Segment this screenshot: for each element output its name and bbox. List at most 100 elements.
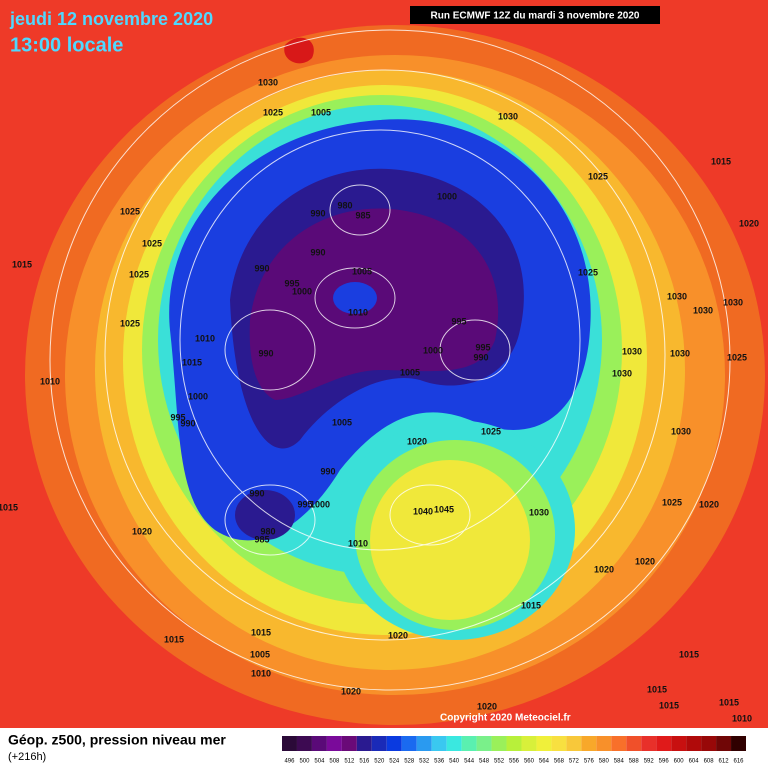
isobar-label: 1025 (578, 267, 598, 277)
isobar-label: 1000 (310, 499, 330, 509)
legend-label: 592 (644, 759, 655, 765)
isobar-label: 1015 (659, 700, 679, 710)
isobar-label: 990 (254, 263, 269, 273)
isobar-label: 1040 (413, 506, 433, 516)
legend-swatch (296, 736, 312, 751)
isobar-label: 1015 (521, 600, 541, 610)
legend-swatch (731, 736, 746, 751)
isobar-label: 1025 (120, 206, 140, 216)
legend-label: 508 (329, 759, 340, 765)
isobars (49, 29, 731, 691)
legend-swatch (341, 736, 357, 751)
legend-swatch (716, 736, 732, 751)
isobar-label: 985 (355, 210, 370, 220)
legend-swatch (521, 736, 537, 751)
isobar-label: 1015 (679, 649, 699, 659)
legend-label: 604 (689, 759, 700, 765)
legend-label: 536 (434, 759, 445, 765)
isobar-label: 1030 (670, 348, 690, 358)
legend-label: 568 (554, 759, 565, 765)
isobar-label: 1030 (612, 368, 632, 378)
legend-swatch (536, 736, 552, 751)
legend-label: 564 (539, 759, 550, 765)
legend-label: 552 (494, 759, 505, 765)
isobar-label: 980 (260, 526, 275, 536)
legend-label: 560 (524, 759, 535, 765)
isobar-label: 1030 (258, 77, 278, 87)
legend: 496 500 504 508 512 516 520 524 528 532 536 540 544 5… (282, 736, 746, 765)
isobar-label: 990 (258, 348, 273, 358)
legend-label: 520 (374, 759, 385, 765)
legend-label: 584 (614, 759, 625, 765)
legend-label: 524 (389, 759, 400, 765)
legend-label: 556 (509, 759, 520, 765)
isobar-label: 995 (170, 412, 185, 422)
isobar-label: 1025 (588, 171, 608, 181)
isobar-label: 1010 (195, 333, 215, 343)
legend-label: 516 (359, 759, 370, 765)
isobar-label: 1025 (142, 238, 162, 248)
legend-swatch (566, 736, 582, 751)
isobar-label: 995 (475, 342, 490, 352)
legend-swatch (431, 736, 447, 751)
legend-label: 528 (404, 759, 415, 765)
isobar-label: 1015 (0, 502, 18, 512)
isobar-label: 1030 (498, 111, 518, 121)
isobar-label: 995 (284, 278, 299, 288)
legend-swatch (641, 736, 657, 751)
isobar-label: 990 (180, 418, 195, 428)
copyright: Copyright 2020 Meteociel.fr (440, 713, 571, 724)
legend-label: 596 (659, 759, 670, 765)
isobar-label: 1030 (667, 291, 687, 301)
isobar-label: 1010 (348, 307, 368, 317)
isobar-label: 990 (310, 247, 325, 257)
isobar-label: 990 (249, 488, 264, 498)
legend-label: 608 (704, 759, 715, 765)
legend-label: 600 (674, 759, 685, 765)
isobar-label: 990 (320, 466, 335, 476)
isobar-label: 1000 (188, 391, 208, 401)
isobar-label: 1025 (727, 352, 747, 362)
isobar-label: 990 (473, 352, 488, 362)
legend-swatch (311, 736, 327, 751)
legend-swatch (491, 736, 507, 751)
run-info: Run ECMWF 12Z du mardi 3 novembre 2020 (431, 11, 640, 22)
legend-label: 548 (479, 759, 490, 765)
legend-label: 540 (449, 759, 460, 765)
isobar-label: 1015 (647, 684, 667, 694)
legend-label: 532 (419, 759, 430, 765)
isobar-label: 1015 (251, 627, 271, 637)
isobar-label: 1015 (182, 357, 202, 367)
isobar-label: 1020 (407, 436, 427, 446)
legend-swatch (476, 736, 492, 751)
isobar-label: 980 (337, 200, 352, 210)
isobar-label: 990 (310, 208, 325, 218)
legend-swatch (326, 736, 342, 751)
isobar-label: 1030 (622, 346, 642, 356)
time: 13:00 locale (10, 34, 123, 56)
legend-label: 500 (299, 759, 310, 765)
legend-swatch (656, 736, 672, 751)
legend-swatch (282, 736, 297, 751)
isobar-label: 1015 (164, 634, 184, 644)
legend-swatch (401, 736, 417, 751)
isobar-label: 1025 (120, 318, 140, 328)
isobar-label: 1005 (332, 417, 352, 427)
isobar-label: 1015 (711, 156, 731, 166)
legend-label: 544 (464, 759, 475, 765)
isobar-label: 1025 (129, 269, 149, 279)
legend-swatch (626, 736, 642, 751)
isobar-label: 1025 (263, 107, 283, 117)
height-band (370, 460, 530, 620)
legend-label: 512 (344, 759, 355, 765)
isobar-label: 1005 (400, 367, 420, 377)
isobar-label: 1020 (635, 556, 655, 566)
isobar-label: 1020 (388, 630, 408, 640)
isobar-label: 1025 (662, 497, 682, 507)
isobar-label: 1005 (352, 266, 372, 276)
isobar-label: 1000 (437, 191, 457, 201)
legend-swatch (416, 736, 432, 751)
isobar-label: 1025 (481, 426, 501, 436)
